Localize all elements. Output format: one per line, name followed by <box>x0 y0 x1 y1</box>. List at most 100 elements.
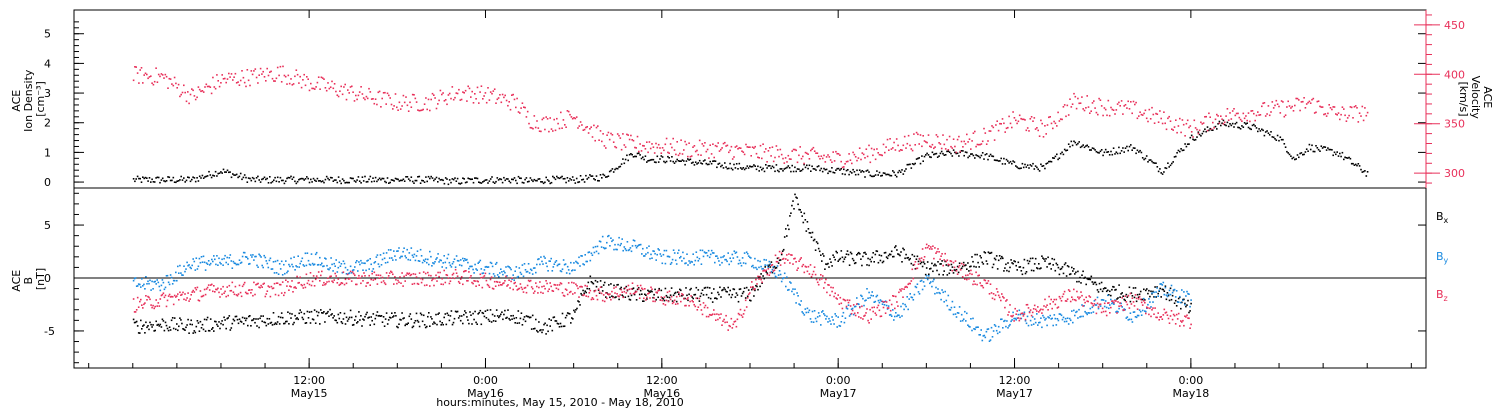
by-point <box>223 258 225 260</box>
bx-point <box>971 256 973 258</box>
density-point <box>1088 146 1090 148</box>
bx-point <box>316 311 318 313</box>
density-point <box>802 169 804 171</box>
bz-point <box>523 291 525 293</box>
bx-point <box>1072 270 1074 272</box>
velocity-point <box>1049 116 1051 118</box>
bz-point <box>737 319 739 321</box>
bx-point <box>232 323 234 325</box>
velocity-point <box>1249 121 1251 123</box>
density-point <box>296 183 298 185</box>
bx-point <box>834 259 836 261</box>
by-point <box>522 264 524 266</box>
by-point <box>135 277 137 279</box>
bz-point <box>338 278 340 280</box>
density-point <box>403 179 405 181</box>
velocity-point <box>249 85 251 87</box>
density-point <box>782 170 784 172</box>
bx-point <box>596 286 598 288</box>
bz-point <box>595 290 597 292</box>
velocity-point <box>1359 112 1361 114</box>
velocity-point <box>1291 106 1293 108</box>
velocity-point <box>1266 113 1268 115</box>
density-point <box>1024 164 1026 166</box>
by-point <box>285 260 287 262</box>
velocity-point <box>449 93 451 95</box>
bx-point <box>434 323 436 325</box>
velocity-point <box>647 152 649 154</box>
velocity-point <box>162 74 164 76</box>
bx-point <box>383 316 385 318</box>
density-point <box>1094 149 1096 151</box>
bx-point <box>1101 282 1103 284</box>
bx-point <box>912 254 914 256</box>
velocity-point <box>231 73 233 75</box>
bz-point <box>305 287 307 289</box>
bx-point <box>1038 263 1040 265</box>
velocity-point <box>379 91 381 93</box>
bx-point <box>169 326 171 328</box>
velocity-point <box>1346 120 1348 122</box>
density-point <box>1265 131 1267 133</box>
bz-point <box>621 291 623 293</box>
velocity-point <box>709 144 711 146</box>
velocity-point <box>646 141 648 143</box>
bx-point <box>923 261 925 263</box>
density-point <box>249 178 251 180</box>
by-point <box>1131 319 1133 321</box>
bx-point <box>1023 267 1025 269</box>
velocity-point <box>1117 103 1119 105</box>
density-point <box>904 170 906 172</box>
density-point <box>1166 168 1168 170</box>
bz-point <box>211 284 213 286</box>
by-point <box>1063 317 1065 319</box>
velocity-point <box>739 147 741 149</box>
bz-point <box>956 270 958 272</box>
bx-point <box>266 325 268 327</box>
density-point <box>981 155 983 157</box>
bx-point <box>542 329 544 331</box>
by-point <box>422 262 424 264</box>
density-point <box>551 182 553 184</box>
bx-point <box>1032 258 1034 260</box>
bx-point <box>267 318 269 320</box>
by-point <box>261 265 263 267</box>
by-point <box>988 328 990 330</box>
bx-point <box>435 314 437 316</box>
density-point <box>1338 155 1340 157</box>
bx-point <box>1014 261 1016 263</box>
bz-point <box>179 292 181 294</box>
velocity-point <box>176 87 178 89</box>
velocity-point <box>1186 123 1188 125</box>
bx-point <box>460 320 462 322</box>
bz-point <box>820 274 822 276</box>
bx-point <box>1068 266 1070 268</box>
density-point <box>996 160 998 162</box>
bz-point <box>912 269 914 271</box>
by-point <box>1005 326 1007 328</box>
bz-point <box>261 286 263 288</box>
by-point <box>872 295 874 297</box>
bx-point <box>1124 300 1126 302</box>
by-point <box>612 239 614 241</box>
by-point <box>614 244 616 246</box>
density-point <box>524 179 526 181</box>
density-point <box>818 165 820 167</box>
bx-point <box>136 321 138 323</box>
bz-point <box>812 274 814 276</box>
by-point <box>377 254 379 256</box>
bx-point <box>428 312 430 314</box>
by-point <box>1048 317 1050 319</box>
velocity-point <box>233 76 235 78</box>
velocity-point <box>240 80 242 82</box>
velocity-point <box>658 144 660 146</box>
density-point <box>288 177 290 179</box>
velocity-point <box>1236 113 1238 115</box>
bx-point <box>757 289 759 291</box>
by-point <box>908 298 910 300</box>
bz-point <box>549 282 551 284</box>
velocity-point <box>372 98 374 100</box>
density-point <box>1047 162 1049 164</box>
bx-point <box>1001 256 1003 258</box>
density-point <box>911 167 913 169</box>
